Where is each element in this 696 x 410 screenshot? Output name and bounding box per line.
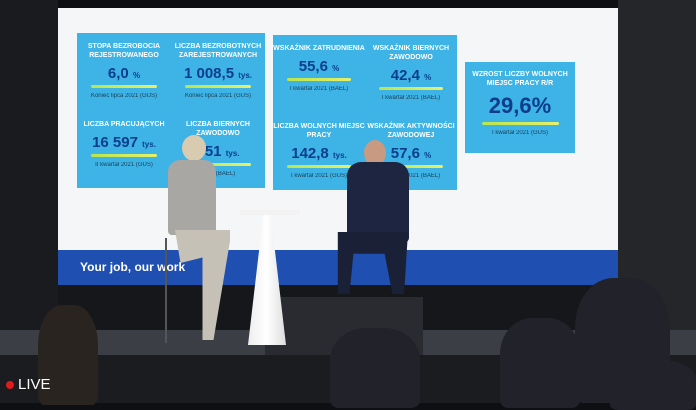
stat-number: 16 597 xyxy=(92,133,138,151)
speaker-man-head xyxy=(364,140,386,166)
stat-source: I kwartał 2021 (GUS) xyxy=(290,172,348,179)
stat-unit: % xyxy=(424,73,432,82)
stat-source: 2021 (BAEL) xyxy=(200,170,236,177)
stat-title: Liczba biernych zawodowo xyxy=(186,120,250,137)
stat-value: 42,4 % xyxy=(365,67,457,84)
stat-unit: tys. xyxy=(225,148,240,158)
stat-underline xyxy=(91,153,157,157)
stat-underline xyxy=(185,162,251,166)
stat-underline xyxy=(378,87,444,90)
stage-wall-left xyxy=(0,0,58,330)
live-dot-icon xyxy=(6,380,14,389)
speaker-man-body xyxy=(347,162,409,242)
stat-number: 1 008,5 xyxy=(183,65,235,82)
stat-tile: Liczba bezrobotnych zarejestrowanych 1 0… xyxy=(171,33,265,111)
speaker-woman-head xyxy=(182,135,206,161)
stat-tile: Stopa bezrobocia rejestrowanego 6,0 % Ko… xyxy=(77,33,171,111)
live-indicator: LIVE xyxy=(6,376,51,393)
stat-underline xyxy=(185,85,251,88)
stat-value: 29,6% xyxy=(488,93,552,118)
live-label: LIVE xyxy=(18,376,51,393)
stat-number: 6,0 xyxy=(107,65,129,82)
stat-unit: % xyxy=(424,150,432,160)
stat-source: I kwartał 2021 (BAEL) xyxy=(381,172,441,179)
stat-value: 6,0 % xyxy=(77,65,171,82)
stat-number: 142,8 xyxy=(291,144,329,162)
stat-unit: % xyxy=(332,64,340,73)
stat-number: 42,4 xyxy=(390,67,420,84)
stat-tile: Wskaźnik biernych zawodowo 42,4 % I kwar… xyxy=(365,35,457,113)
stat-tile: Liczba wolnych miejsc pracy 142,8 tys. I… xyxy=(273,113,365,191)
stat-tile: Wskaźnik zatrudnienia 55,6 % I kwartał 2… xyxy=(273,35,365,113)
stat-title: Liczba pracujących xyxy=(83,120,165,128)
stat-number: 57,6 xyxy=(390,144,420,162)
stat-tile: Wzrost liczby wolnych miejsc pracy r/r 2… xyxy=(465,62,575,153)
stat-tile: Wskaźnik aktywności zawodowej 57,6 % I k… xyxy=(365,113,457,191)
stat-title: Wzrost liczby wolnych miejsc pracy r/r xyxy=(472,71,568,87)
stat-underline xyxy=(286,78,352,81)
audience-member xyxy=(330,328,420,408)
stat-underline xyxy=(378,164,444,168)
stat-title: Liczba wolnych miejsc pracy xyxy=(273,122,365,139)
stat-source: Koniec lipca 2021 (GUS) xyxy=(184,93,252,99)
stat-value: 57,6 % xyxy=(365,145,457,162)
stat-source: I kwartał 2021 (GUS) xyxy=(491,130,549,136)
stat-unit: tys. xyxy=(142,139,156,149)
stat-source: Koniec lipca 2021 (GUS) xyxy=(90,93,158,99)
stage-wall-right xyxy=(618,0,696,330)
stat-number: 55,6 xyxy=(298,58,328,75)
audience-member xyxy=(500,318,580,408)
stat-underline xyxy=(481,122,559,125)
stat-title: Liczba bezrobotnych zarejestrowanych xyxy=(174,43,262,59)
stat-value: 55,6 % xyxy=(273,58,365,75)
speaker-woman-body xyxy=(168,160,216,235)
high-table-top xyxy=(240,210,300,215)
stat-unit: % xyxy=(132,71,141,80)
stool xyxy=(165,238,167,343)
stat-title: Wskaźnik zatrudnienia xyxy=(273,45,365,52)
stat-value: 142,8 tys. xyxy=(273,145,365,162)
stat-title: Stopa bezrobocia rejestrowanego xyxy=(87,43,161,59)
stats-panel-right: Wzrost liczby wolnych miejsc pracy r/r 2… xyxy=(465,62,575,153)
audience-member xyxy=(38,305,98,405)
banner-slogan: Your job, our work xyxy=(80,260,186,274)
stat-value: 1 008,5 tys. xyxy=(171,65,265,82)
audience-member xyxy=(610,360,696,410)
stat-source: II kwartał 2021 (GUS) xyxy=(95,161,153,168)
stat-underline xyxy=(286,164,352,168)
stat-title: Wskaźnik biernych zawodowo xyxy=(372,45,450,61)
stat-title: Wskaźnik aktywności zawodowej xyxy=(367,122,455,139)
stat-value: 16 597 tys. xyxy=(77,134,171,151)
stat-unit: tys. xyxy=(332,150,347,160)
stat-source: I kwartał 2021 (BAEL) xyxy=(289,86,349,92)
stat-source: I kwartał 2021 (BAEL) xyxy=(381,95,441,101)
stat-tile: Liczba pracujących 16 597 tys. II kwarta… xyxy=(77,111,171,189)
stat-underline xyxy=(91,85,157,88)
stat-unit: tys. xyxy=(238,71,252,80)
